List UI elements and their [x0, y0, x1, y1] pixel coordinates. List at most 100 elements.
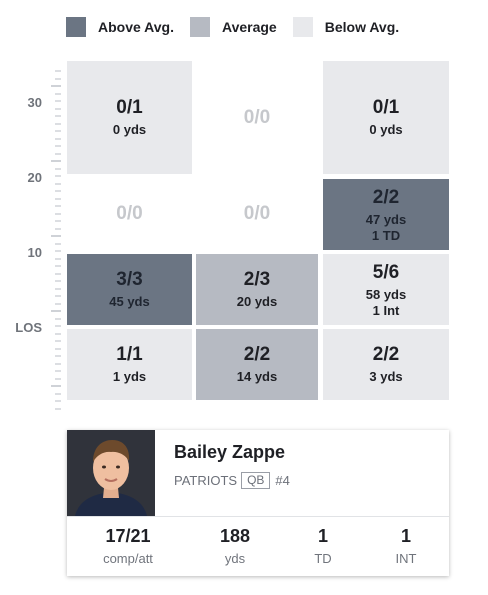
zone-yards: 1 yds	[112, 369, 147, 384]
stat-label: comp/att	[103, 551, 153, 566]
card-divider	[67, 516, 449, 517]
yardline-tick	[55, 107, 61, 110]
yardline-tick	[55, 407, 61, 410]
zone-deep-left: 0/1 0 yds	[67, 61, 192, 174]
stat-value: 188	[219, 526, 251, 546]
legend-label-above-avg: Above Avg.	[98, 19, 174, 35]
stat-value: 1	[400, 526, 411, 546]
player-headshot-image	[67, 430, 155, 516]
yardline-tick	[55, 265, 61, 267]
stat-yards: 188 yds	[185, 525, 285, 566]
zone-yards: 45 yds	[109, 294, 150, 309]
yardline-tick	[51, 235, 61, 237]
yardline-label-los: LOS	[15, 320, 42, 335]
zone-yards: 0 yds	[369, 122, 403, 137]
legend-label-average: Average	[221, 19, 277, 35]
player-card[interactable]: Bailey Zappe PATRIOTS QB #4 17/21 comp/a…	[67, 430, 449, 576]
yardline-tick	[51, 85, 61, 87]
player-position-badge: QB	[241, 472, 271, 489]
zone-short-middle: 2/3 20 yds	[196, 254, 318, 325]
stat-label: INT	[395, 551, 417, 566]
yardline-tick	[55, 392, 61, 395]
legend: Above Avg. Average Below Avg.	[66, 16, 415, 38]
zone-comp-att: 0/1	[372, 97, 400, 118]
yardline-tick	[55, 212, 61, 215]
yardline-tick	[55, 242, 61, 245]
yardline-tick	[55, 100, 61, 102]
yardline-tick	[51, 385, 61, 387]
yardline-tick	[55, 167, 61, 170]
yardline-tick	[55, 355, 61, 357]
yardline-tick	[55, 182, 61, 185]
stat-label: yds	[224, 551, 246, 566]
yardline-tick	[55, 70, 61, 72]
stat-int: 1 INT	[356, 525, 456, 566]
zone-behind-los-left: 1/1 1 yds	[67, 329, 192, 400]
yardline-tick	[51, 160, 61, 162]
yardline-tick	[55, 115, 61, 117]
stat-label: TD	[314, 551, 332, 566]
player-headshot	[67, 430, 155, 516]
zone-comp-att: 2/2	[372, 344, 400, 365]
zone-comp-att: 2/2	[243, 344, 271, 365]
zone-yards: 0 yds	[112, 122, 147, 137]
zone-yards: 20 yds	[236, 294, 278, 309]
yardline-tick	[55, 137, 61, 140]
player-number: #4	[275, 473, 290, 488]
zone-deep-right: 0/1 0 yds	[323, 61, 449, 174]
player-team-row: PATRIOTS QB #4	[174, 472, 290, 489]
player-team[interactable]: PATRIOTS	[174, 473, 238, 488]
yardline-tick	[55, 205, 61, 207]
zone-intermediate-left: 0/0	[67, 178, 192, 250]
legend-swatch-average	[189, 17, 210, 37]
legend-swatch-below-avg	[292, 17, 313, 37]
yardline-tick	[55, 280, 61, 282]
yardline-tick	[55, 250, 61, 252]
yardline-tick	[55, 257, 61, 260]
yardline-tick	[55, 92, 61, 95]
yardline-axis: 30 20 10 LOS	[0, 60, 66, 410]
yardline-tick	[55, 77, 61, 80]
yardline-tick	[55, 227, 61, 230]
player-name[interactable]: Bailey Zappe	[174, 442, 286, 462]
yardline-tick	[51, 310, 61, 312]
yardline-tick	[55, 370, 61, 372]
yardline-tick	[55, 400, 61, 402]
yardline-tick	[55, 220, 61, 222]
yardline-tick	[55, 197, 61, 200]
zone-comp-att: 5/6	[372, 261, 400, 283]
yardline-tick	[55, 317, 61, 320]
zone-yards: 3 yds	[369, 369, 403, 384]
zone-comp-att: 0/0	[116, 203, 143, 224]
zone-deep-middle: 0/0	[196, 61, 318, 174]
zone-comp-att: 2/3	[243, 269, 271, 290]
zone-comp-att: 0/1	[116, 97, 143, 118]
yardline-tick	[55, 152, 61, 155]
yardline-tick	[55, 302, 61, 305]
yardline-tick	[55, 377, 61, 380]
zone-interceptions: 1 Int	[372, 302, 400, 318]
yardline-tick	[55, 362, 61, 365]
zone-comp-att: 2/2	[372, 186, 400, 208]
legend-item-below-avg: Below Avg.	[292, 17, 399, 37]
stat-td: 1 TD	[273, 525, 373, 566]
yardline-tick	[55, 122, 61, 125]
zone-comp-att: 1/1	[116, 344, 143, 365]
zone-touchdowns: 1 TD	[371, 227, 401, 243]
legend-item-average: Average	[189, 17, 277, 37]
yardline-label-30: 30	[27, 95, 42, 110]
zone-behind-los-right: 2/2 3 yds	[323, 329, 449, 400]
yardline-label-20: 20	[27, 170, 42, 185]
yardline-tick	[55, 347, 61, 350]
zone-yards: 47 yds	[365, 211, 407, 227]
zone-intermediate-middle: 0/0	[196, 178, 318, 250]
legend-item-above-avg: Above Avg.	[66, 17, 174, 37]
zone-short-left: 3/3 45 yds	[67, 254, 192, 325]
zone-short-right: 5/6 58 yds 1 Int	[323, 254, 449, 325]
yardline-tick	[55, 295, 61, 297]
yardline-tick	[55, 190, 61, 192]
zone-intermediate-right: 2/2 47 yds 1 TD	[323, 179, 449, 250]
yardline-tick	[55, 332, 61, 335]
yardline-tick	[55, 175, 61, 177]
stat-value: 1	[317, 526, 328, 546]
